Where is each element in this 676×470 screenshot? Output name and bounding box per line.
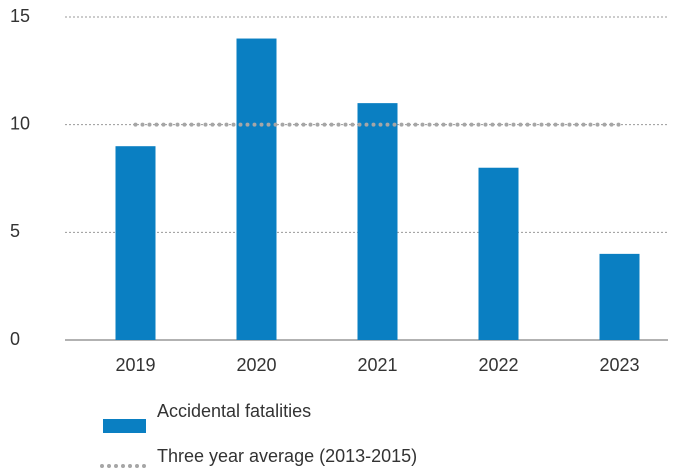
bar — [599, 253, 640, 340]
y-tick-label: 10 — [10, 113, 30, 133]
legend-label: Accidental fatalities — [157, 401, 311, 421]
x-tick-label: 2021 — [357, 355, 397, 375]
bar — [478, 167, 519, 340]
bar — [357, 103, 398, 340]
x-tick-label: 2022 — [478, 355, 518, 375]
legend-swatch — [103, 419, 146, 433]
x-tick-label: 2020 — [236, 355, 276, 375]
legend-label: Three year average (2013-2015) — [157, 446, 417, 466]
bar — [115, 146, 156, 340]
y-tick-label: 15 — [10, 6, 30, 26]
bar — [236, 38, 277, 341]
y-tick-label: 0 — [10, 329, 20, 349]
y-tick-label: 5 — [10, 221, 20, 241]
x-tick-label: 2019 — [115, 355, 155, 375]
x-tick-label: 2023 — [599, 355, 639, 375]
